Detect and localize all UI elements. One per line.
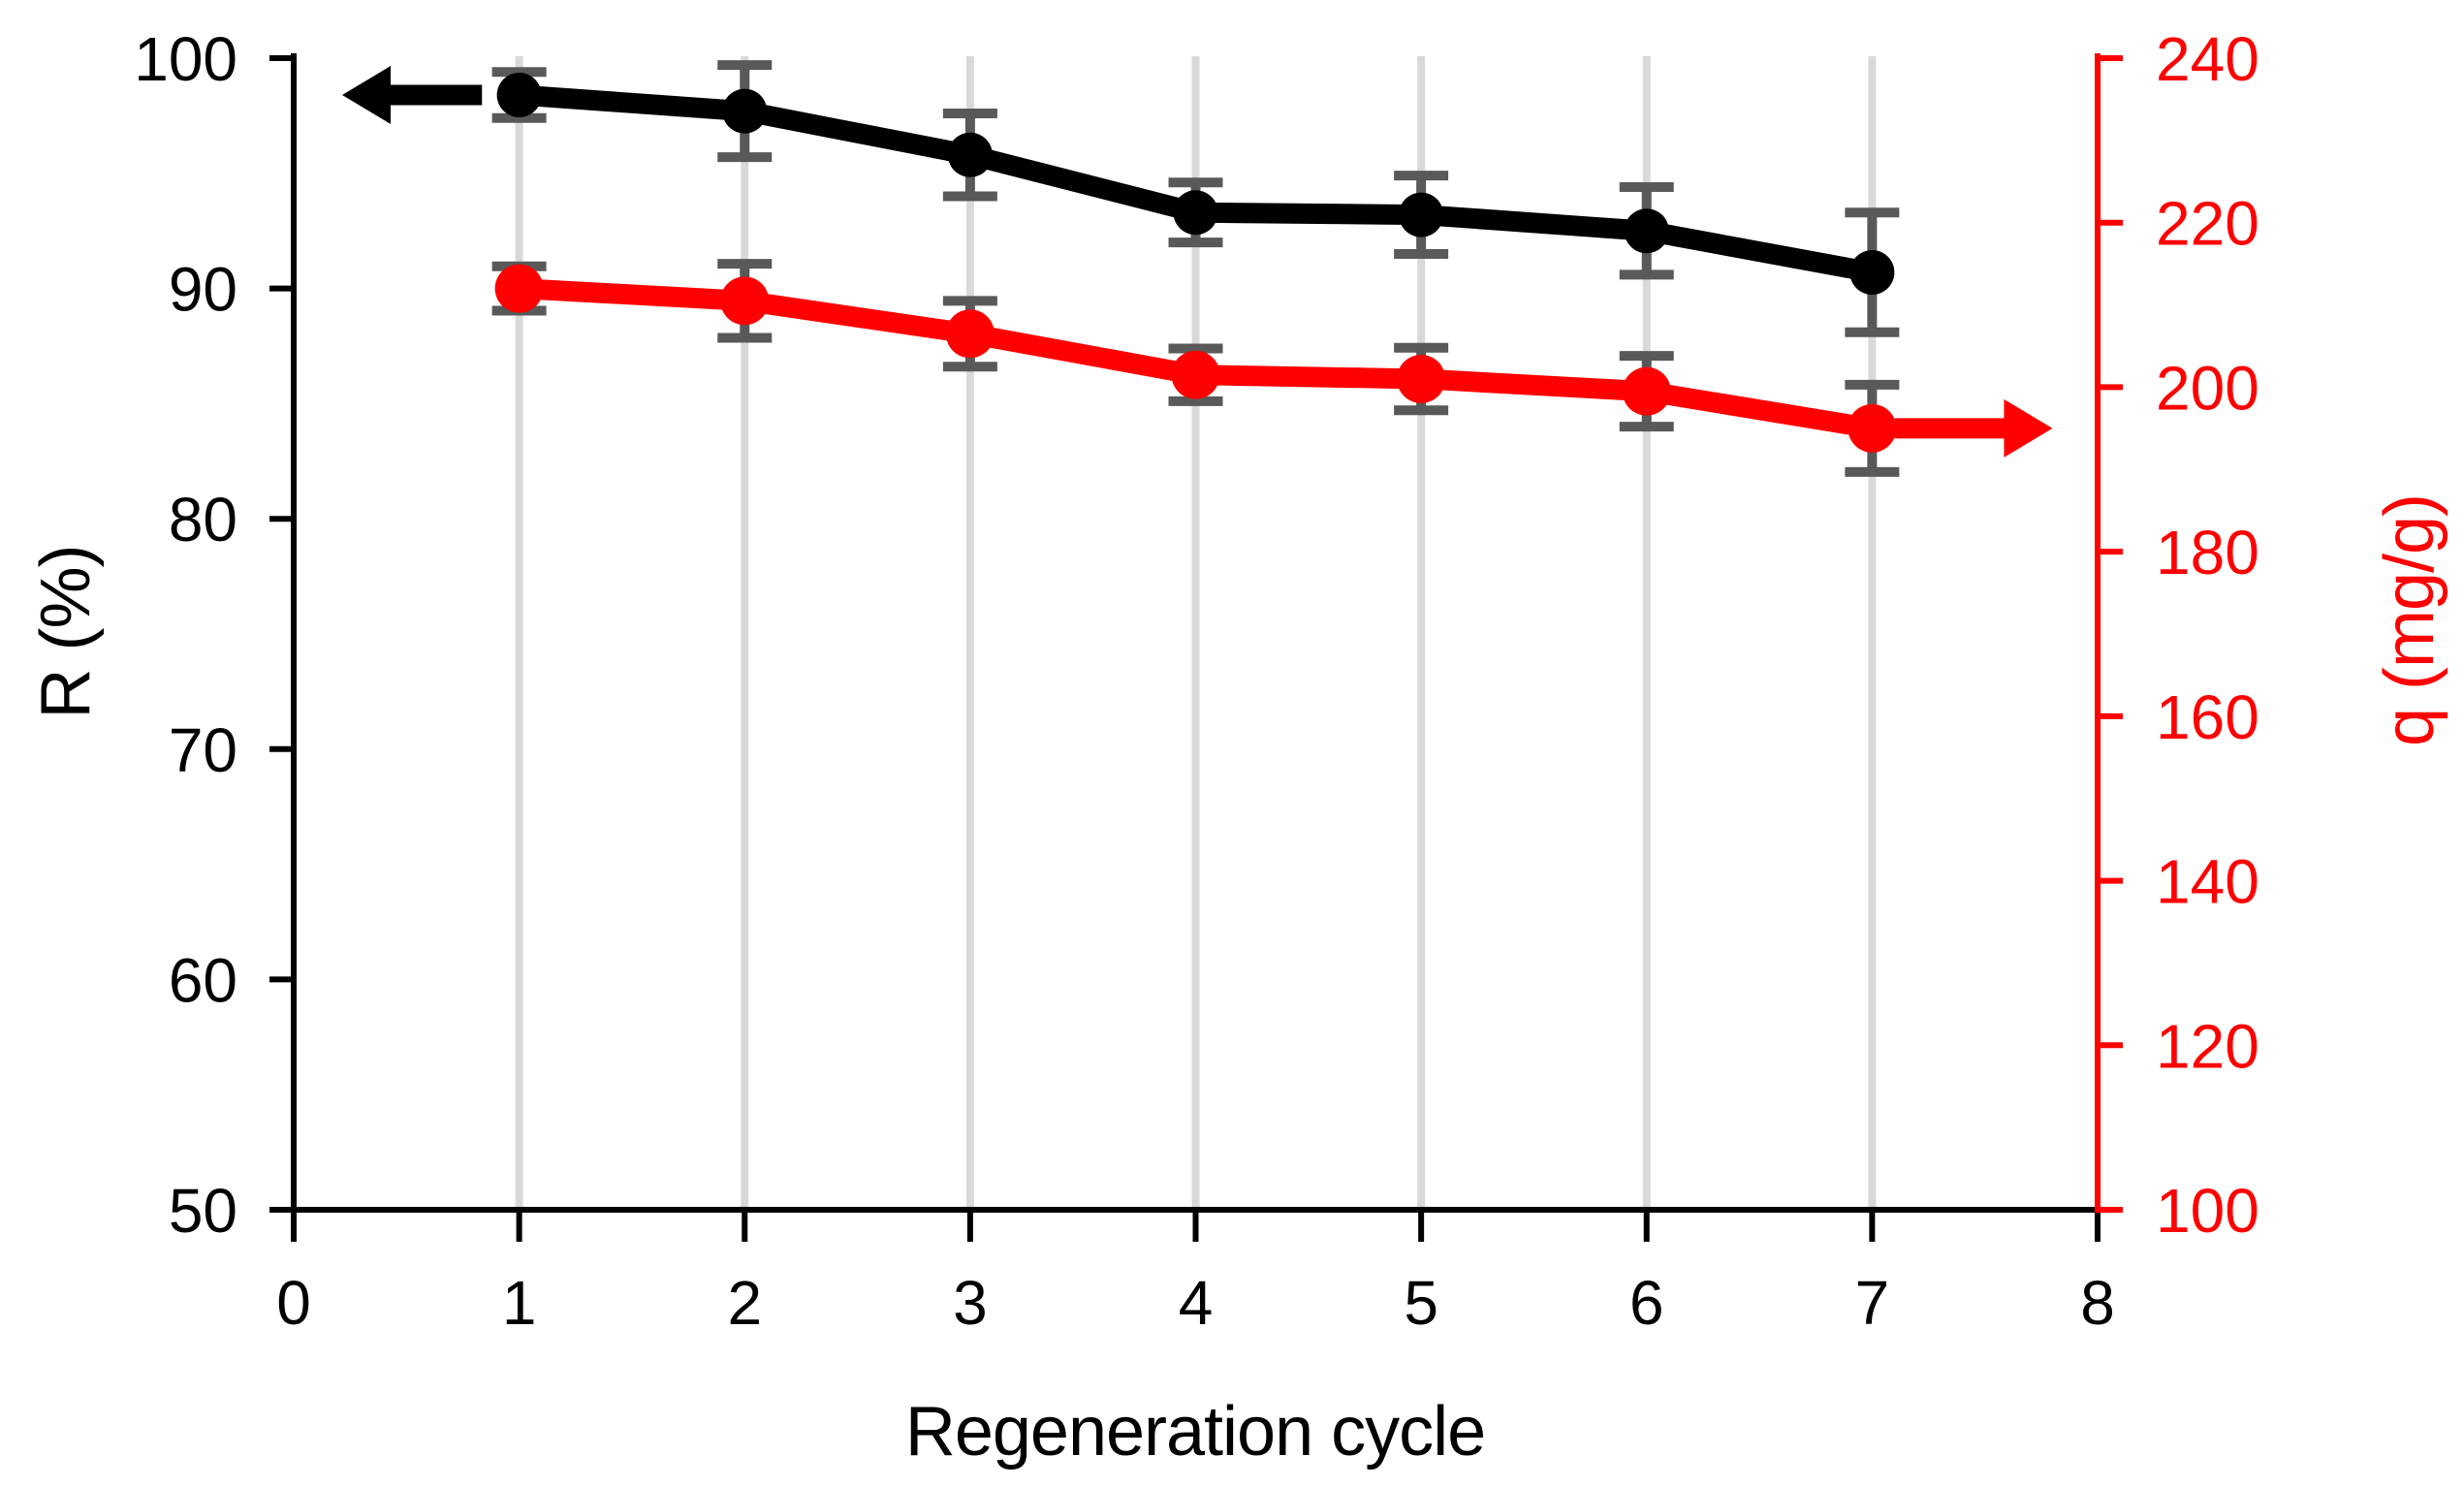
x-axis-tick-label: 0: [276, 1268, 311, 1338]
right-axis-tick-label: 240: [2156, 24, 2259, 94]
marker-q-7: [1848, 403, 1897, 453]
marker-R-7: [1849, 249, 1895, 295]
right-axis-tick-label: 180: [2156, 518, 2259, 587]
x-axis-tick-label: 7: [1855, 1268, 1890, 1338]
marker-q-6: [1622, 366, 1671, 416]
marker-R-6: [1624, 208, 1669, 254]
x-axis-tick-label: 8: [2080, 1268, 2115, 1338]
marker-R-1: [496, 73, 542, 118]
marker-q-5: [1397, 354, 1446, 403]
left-axis-tick-label: 100: [134, 24, 237, 94]
left-axis-tick-label: 60: [169, 945, 237, 1015]
left-axis-title: R (%): [27, 545, 105, 719]
marker-q-1: [494, 264, 544, 313]
right-axis-tick-label: 160: [2156, 682, 2259, 752]
right-axis-tick-label: 220: [2156, 189, 2259, 259]
marker-R-4: [1173, 190, 1218, 236]
marker-q-3: [945, 309, 995, 359]
marker-q-4: [1171, 350, 1220, 399]
left-axis-tick-label: 80: [169, 485, 237, 554]
x-axis-tick-label: 6: [1629, 1268, 1664, 1338]
right-axis-tick-label: 200: [2156, 353, 2259, 423]
x-axis-tick-label: 4: [1179, 1268, 1214, 1338]
x-axis-title: Regeneration cycle: [904, 1393, 1486, 1471]
marker-R-3: [947, 132, 993, 177]
right-axis-tick-label: 120: [2156, 1011, 2259, 1081]
right-axis-tick-label: 140: [2156, 847, 2259, 917]
arrow-head-right-icon: [2004, 398, 2053, 458]
left-axis-tick-label: 90: [169, 255, 237, 325]
right-axis-tick-label: 100: [2156, 1176, 2259, 1246]
x-axis-tick-label: 2: [727, 1268, 762, 1338]
marker-R-5: [1399, 192, 1444, 237]
x-axis-tick-label: 1: [502, 1268, 537, 1338]
right-axis-title: q (mg/g): [2371, 493, 2448, 747]
left-axis-tick-label: 50: [169, 1176, 237, 1246]
left-axis-tick-label: 70: [169, 715, 237, 785]
arrow-head-left-icon: [342, 66, 392, 125]
x-axis-tick-label: 3: [953, 1268, 988, 1338]
marker-q-2: [720, 276, 770, 326]
x-axis-tick-label: 5: [1404, 1268, 1438, 1338]
marker-R-2: [722, 88, 768, 134]
